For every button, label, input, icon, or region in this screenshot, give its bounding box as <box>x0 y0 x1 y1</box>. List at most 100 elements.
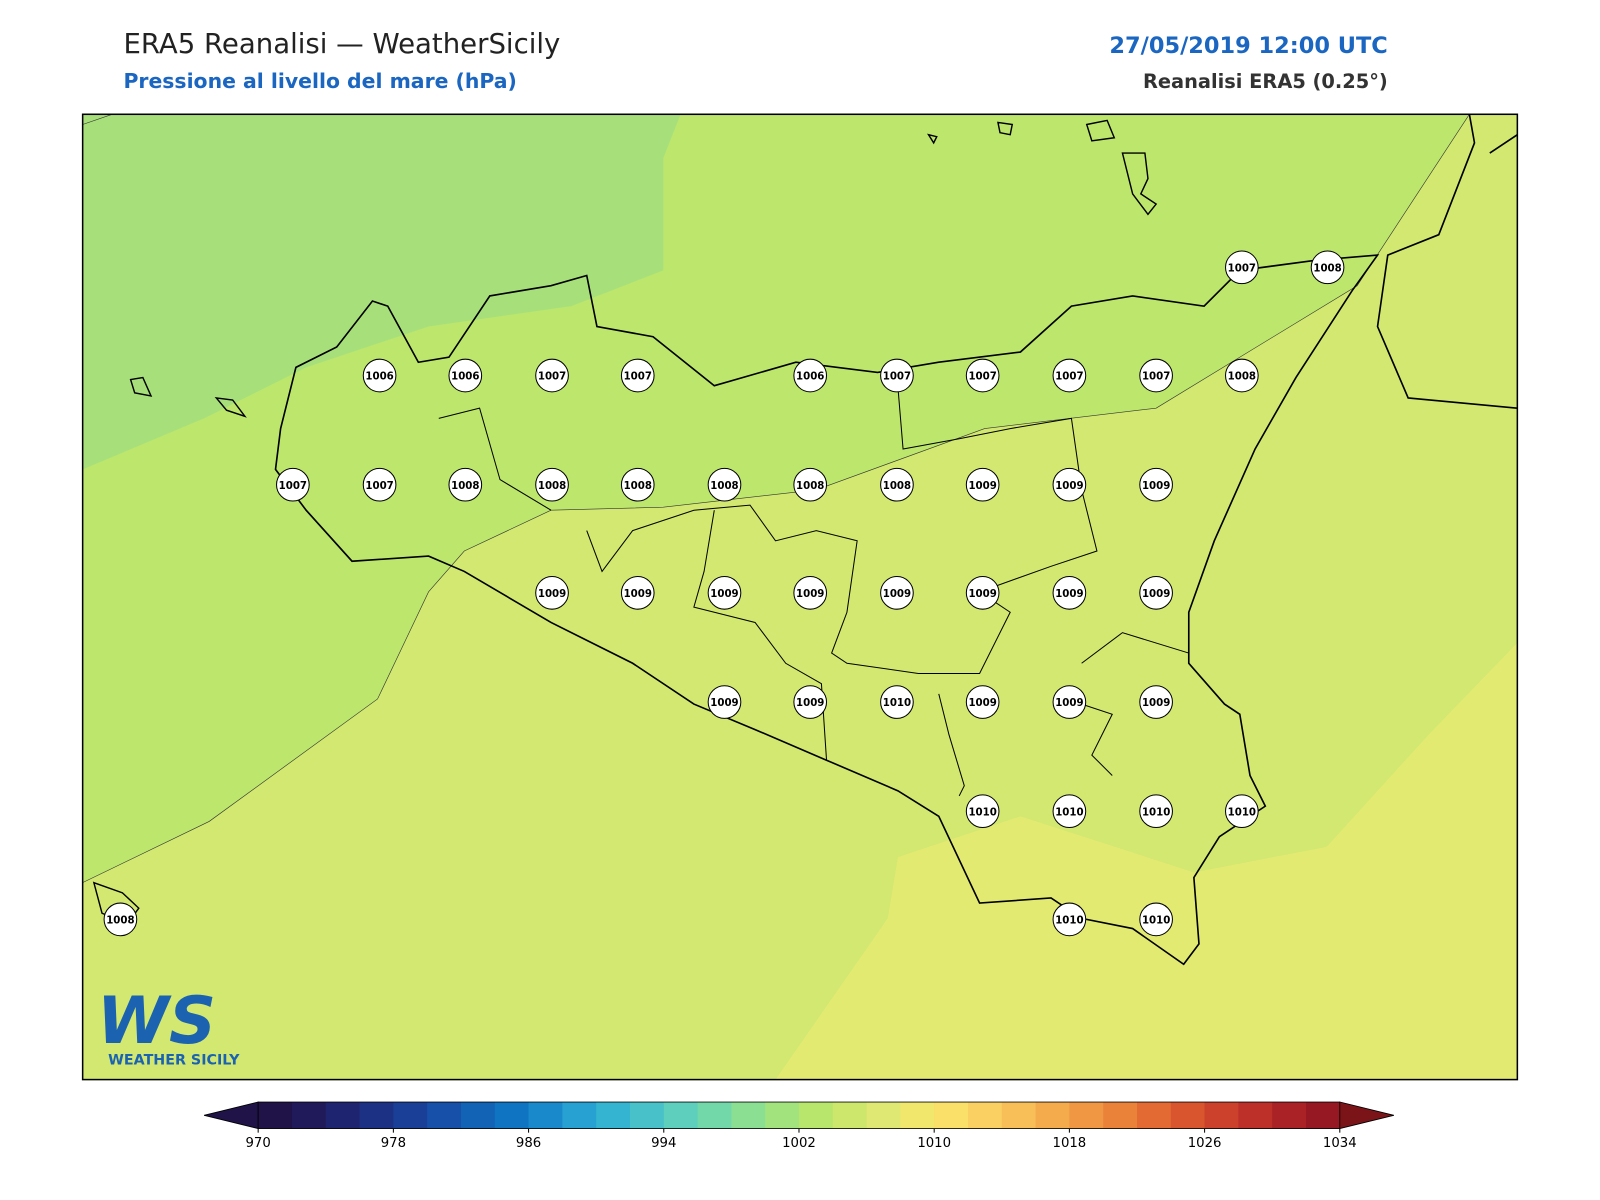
station-marker <box>620 576 655 610</box>
map: 1007 1008 1006 1006 1007 1007 1006 1007 1007 1007… <box>82 114 1518 1080</box>
station-marker <box>793 685 828 719</box>
colorbar-bin <box>562 1102 597 1129</box>
colorbar-bin <box>731 1102 766 1129</box>
colorbar-bin <box>697 1102 732 1129</box>
subtitle: Pressione al livello del mare (hPa) <box>123 69 516 93</box>
colorbar-tick-label: 994 <box>651 1136 676 1151</box>
station-marker <box>535 467 569 502</box>
station-marker <box>1139 358 1173 393</box>
isobar <box>82 114 113 125</box>
colorbar-bin <box>832 1102 868 1129</box>
colorbar: 970 978 986 994 1002 1010 1018 1026 1034 <box>203 1101 1394 1151</box>
station-marker <box>880 685 914 719</box>
station-value: 1007 <box>279 481 307 492</box>
colorbar-bin <box>1170 1102 1206 1129</box>
station-marker <box>620 358 655 393</box>
station-value: 1009 <box>1142 589 1170 600</box>
colorbar-bin <box>663 1102 699 1129</box>
colorbar-bin <box>460 1102 496 1129</box>
colorbar-tick-label: 1026 <box>1188 1136 1222 1151</box>
station-value: 1008 <box>538 481 566 492</box>
station-marker <box>1139 685 1173 719</box>
source: Reanalisi ERA5 (0.25°) <box>1143 70 1388 93</box>
colorbar-extend <box>1339 1101 1394 1130</box>
station-value: 1010 <box>1228 807 1256 818</box>
station-value: 1008 <box>1228 372 1256 383</box>
station-value: 1008 <box>1313 263 1341 274</box>
station-value: 1006 <box>451 372 479 383</box>
station-marker <box>965 576 1000 610</box>
station-marker <box>880 576 914 610</box>
station-value: 1007 <box>968 372 996 383</box>
station-value: 1009 <box>624 589 652 600</box>
pressure-zone <box>82 114 681 470</box>
station-value: 1009 <box>968 698 996 709</box>
colorbar-bin <box>1204 1102 1239 1129</box>
colorbar-tick-label: 1002 <box>782 1136 816 1151</box>
station-marker <box>1139 794 1173 829</box>
station-value: 1010 <box>1142 807 1170 818</box>
station-value: 1007 <box>1055 372 1083 383</box>
coastline <box>274 254 1380 966</box>
station-marker <box>1225 250 1259 285</box>
station-marker <box>362 358 397 393</box>
colorbar-bin <box>765 1102 800 1129</box>
station-marker <box>535 358 569 393</box>
stations: 1007 1008 1006 1006 1007 1007 1006 1007 1007 1007… <box>103 250 1345 937</box>
pressure-zone <box>775 642 1518 1080</box>
station-marker <box>448 467 483 502</box>
station-marker <box>880 467 914 502</box>
province-border <box>438 387 1189 797</box>
colorbar-tick-label: 1010 <box>917 1136 951 1151</box>
station-marker <box>965 358 1000 393</box>
station-marker <box>1052 467 1087 502</box>
station-value: 1010 <box>883 698 911 709</box>
logo-mark: WS <box>97 983 216 1059</box>
station-value: 1007 <box>624 372 652 383</box>
station-marker <box>1052 358 1087 393</box>
station-marker <box>535 576 569 610</box>
station-marker <box>1052 685 1087 719</box>
station-value: 1007 <box>1228 263 1256 274</box>
colorbar-tick-label: 1034 <box>1323 1136 1357 1151</box>
station-marker <box>793 358 828 393</box>
colorbar-bin <box>1069 1102 1104 1129</box>
colorbar-extend <box>203 1101 259 1130</box>
coastline <box>1376 114 1518 409</box>
station-value: 1008 <box>796 481 824 492</box>
station-marker <box>620 467 655 502</box>
station-marker <box>965 794 1000 829</box>
colorbar-bin <box>291 1102 327 1129</box>
colorbar-tick-label: 970 <box>246 1136 271 1151</box>
colorbar-bin <box>596 1102 631 1129</box>
logo: WS WEATHER SICILY <box>97 983 240 1068</box>
colorbar-bin <box>629 1102 665 1129</box>
station-value: 1009 <box>710 698 738 709</box>
station-marker <box>793 576 828 610</box>
station-value: 1009 <box>1142 698 1170 709</box>
station-marker <box>1310 250 1345 285</box>
station-value: 1010 <box>1055 807 1083 818</box>
station-value: 1010 <box>1142 915 1170 926</box>
station-marker <box>1139 576 1173 610</box>
colorbar-bin <box>967 1102 1003 1129</box>
colorbar-bin <box>1103 1102 1138 1129</box>
station-marker <box>1052 794 1087 829</box>
station-value: 1010 <box>1055 915 1083 926</box>
island <box>92 119 1158 925</box>
station-value: 1008 <box>451 481 479 492</box>
station-value: 1010 <box>968 807 996 818</box>
colorbar-tick-label: 978 <box>381 1136 406 1151</box>
logo-text: WEATHER SICILY <box>108 1052 240 1068</box>
colorbar-bin <box>427 1102 462 1129</box>
station-marker <box>103 902 138 937</box>
colorbar-bin <box>934 1102 969 1129</box>
station-value: 1008 <box>106 915 134 926</box>
station-value: 1007 <box>883 372 911 383</box>
station-value: 1009 <box>1055 698 1083 709</box>
station-value: 1006 <box>796 372 824 383</box>
station-value: 1009 <box>968 481 996 492</box>
colorbar-tick-label: 1018 <box>1053 1136 1087 1151</box>
station-marker <box>707 467 742 502</box>
